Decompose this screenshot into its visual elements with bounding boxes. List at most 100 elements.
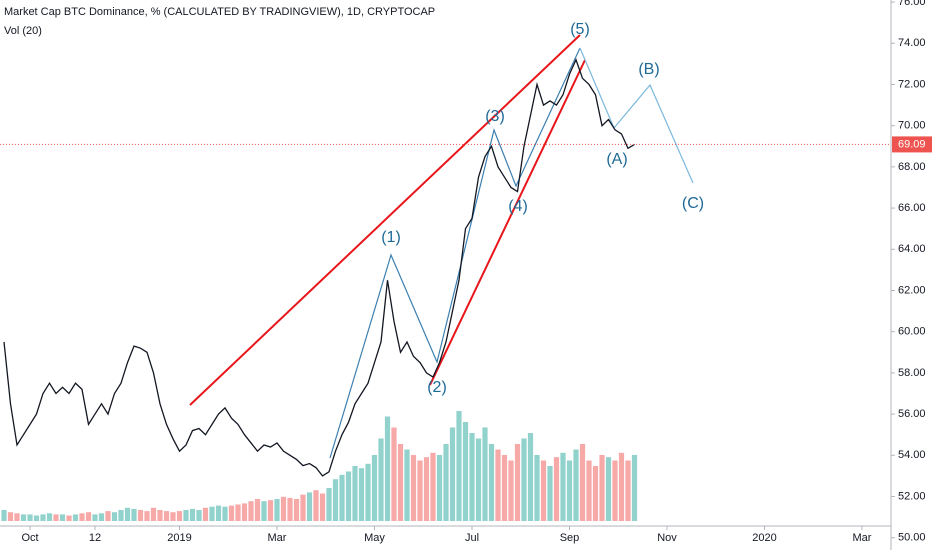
volume-bar xyxy=(267,500,274,521)
volume-bar xyxy=(449,427,456,521)
volume-bar xyxy=(183,510,189,521)
y-tick-label: 62.00 xyxy=(898,284,926,296)
volume-bar xyxy=(306,492,313,521)
volume-bar xyxy=(332,479,339,521)
x-tick-label: Sep xyxy=(560,532,580,544)
wave-label: (C) xyxy=(682,195,704,212)
y-tick-label: 52.00 xyxy=(898,490,926,502)
wave-label: (2) xyxy=(427,379,447,396)
volume-bar xyxy=(417,460,423,521)
y-tick-label: 66.00 xyxy=(898,202,926,214)
volume-bar xyxy=(189,508,196,521)
x-tick-label: May xyxy=(364,532,385,544)
volume-bar xyxy=(540,460,547,521)
volume-bar xyxy=(209,506,215,521)
volume-bar xyxy=(215,505,222,521)
volume-bar xyxy=(170,512,176,521)
volume-bar xyxy=(462,422,469,521)
volume-bar xyxy=(378,438,384,521)
wave-label: (5) xyxy=(570,21,590,38)
trend-line xyxy=(189,34,581,406)
x-tick-label: Nov xyxy=(657,532,677,544)
volume-bar xyxy=(293,499,300,521)
volume-bar xyxy=(358,468,365,521)
volume-bar xyxy=(534,455,540,521)
volume-bar xyxy=(53,514,59,521)
y-tick-label: 56.00 xyxy=(898,408,926,420)
y-tick-label: 74.00 xyxy=(898,37,926,49)
volume-bar xyxy=(319,493,326,521)
volume-bar xyxy=(573,449,579,521)
volume-bar xyxy=(625,460,631,521)
trend-line xyxy=(429,59,586,386)
volume-bar xyxy=(228,505,235,521)
y-tick-label: 54.00 xyxy=(898,449,926,461)
volume-label: Vol (20) xyxy=(4,25,42,37)
chart-title: Market Cap BTC Dominance, % (CALCULATED … xyxy=(4,6,435,18)
volume-bar xyxy=(254,499,261,521)
volume-bar xyxy=(202,507,209,521)
y-tick-label: 64.00 xyxy=(898,243,926,255)
volume-bar xyxy=(7,512,14,521)
volume-bar xyxy=(105,511,111,521)
volume-bar xyxy=(423,457,430,521)
volume-bar xyxy=(631,455,638,521)
volume-bar xyxy=(586,460,592,521)
volume-bar xyxy=(98,513,105,521)
volume-bar xyxy=(79,513,85,521)
volume-bar xyxy=(300,494,306,521)
volume-bar xyxy=(20,514,27,521)
volume-bar xyxy=(560,452,566,521)
volume-bar xyxy=(1,510,7,521)
volume-bar xyxy=(592,466,599,521)
volume-bar xyxy=(612,460,618,521)
x-tick-label: 2020 xyxy=(752,532,776,544)
volume-bar xyxy=(85,512,92,521)
volume-bar xyxy=(345,471,352,521)
volume-bar xyxy=(456,411,462,521)
volume-bar xyxy=(14,513,20,521)
volume-bar xyxy=(235,504,241,521)
wave-label: (1) xyxy=(381,229,401,246)
y-tick-label: 76.00 xyxy=(898,0,926,8)
volume-bar xyxy=(176,511,183,521)
volume-bar xyxy=(287,497,293,521)
volume-bar xyxy=(521,438,527,521)
y-tick-label: 60.00 xyxy=(898,326,926,338)
y-tick-label: 58.00 xyxy=(898,367,926,379)
volume-bar xyxy=(280,496,287,521)
wave-projection xyxy=(579,47,694,184)
volume-bar xyxy=(352,466,358,521)
volume-bar xyxy=(605,457,612,521)
volume-bar xyxy=(157,510,163,521)
volume-bar xyxy=(547,466,553,521)
volume-bar xyxy=(553,457,560,521)
volume-bar xyxy=(495,449,501,521)
volume-bar xyxy=(397,444,404,521)
volume-bar xyxy=(137,510,144,521)
volume-bar xyxy=(59,514,66,521)
volume-bar xyxy=(27,514,33,521)
y-tick-label: 70.00 xyxy=(898,120,926,132)
volume-bar xyxy=(248,501,254,521)
volume-bar xyxy=(514,444,521,521)
x-tick-label: 2019 xyxy=(167,532,191,544)
volume-bar xyxy=(66,515,72,521)
volume-bar xyxy=(404,449,410,521)
volume-bar xyxy=(339,474,345,521)
volume-bar xyxy=(46,513,53,521)
volume-bar xyxy=(150,507,157,521)
volume-bar xyxy=(391,427,397,521)
volume-bar xyxy=(222,506,228,521)
wave-label: (A) xyxy=(606,151,627,168)
volume-bar xyxy=(469,433,475,521)
wave-label: (3) xyxy=(485,108,505,125)
volume-bar xyxy=(508,460,514,521)
volume-bar xyxy=(410,455,417,521)
price-line xyxy=(3,57,635,477)
volume-bar xyxy=(527,433,534,521)
volume-bar xyxy=(241,503,248,521)
last-value-box xyxy=(892,136,932,153)
volume-bar xyxy=(118,510,124,521)
